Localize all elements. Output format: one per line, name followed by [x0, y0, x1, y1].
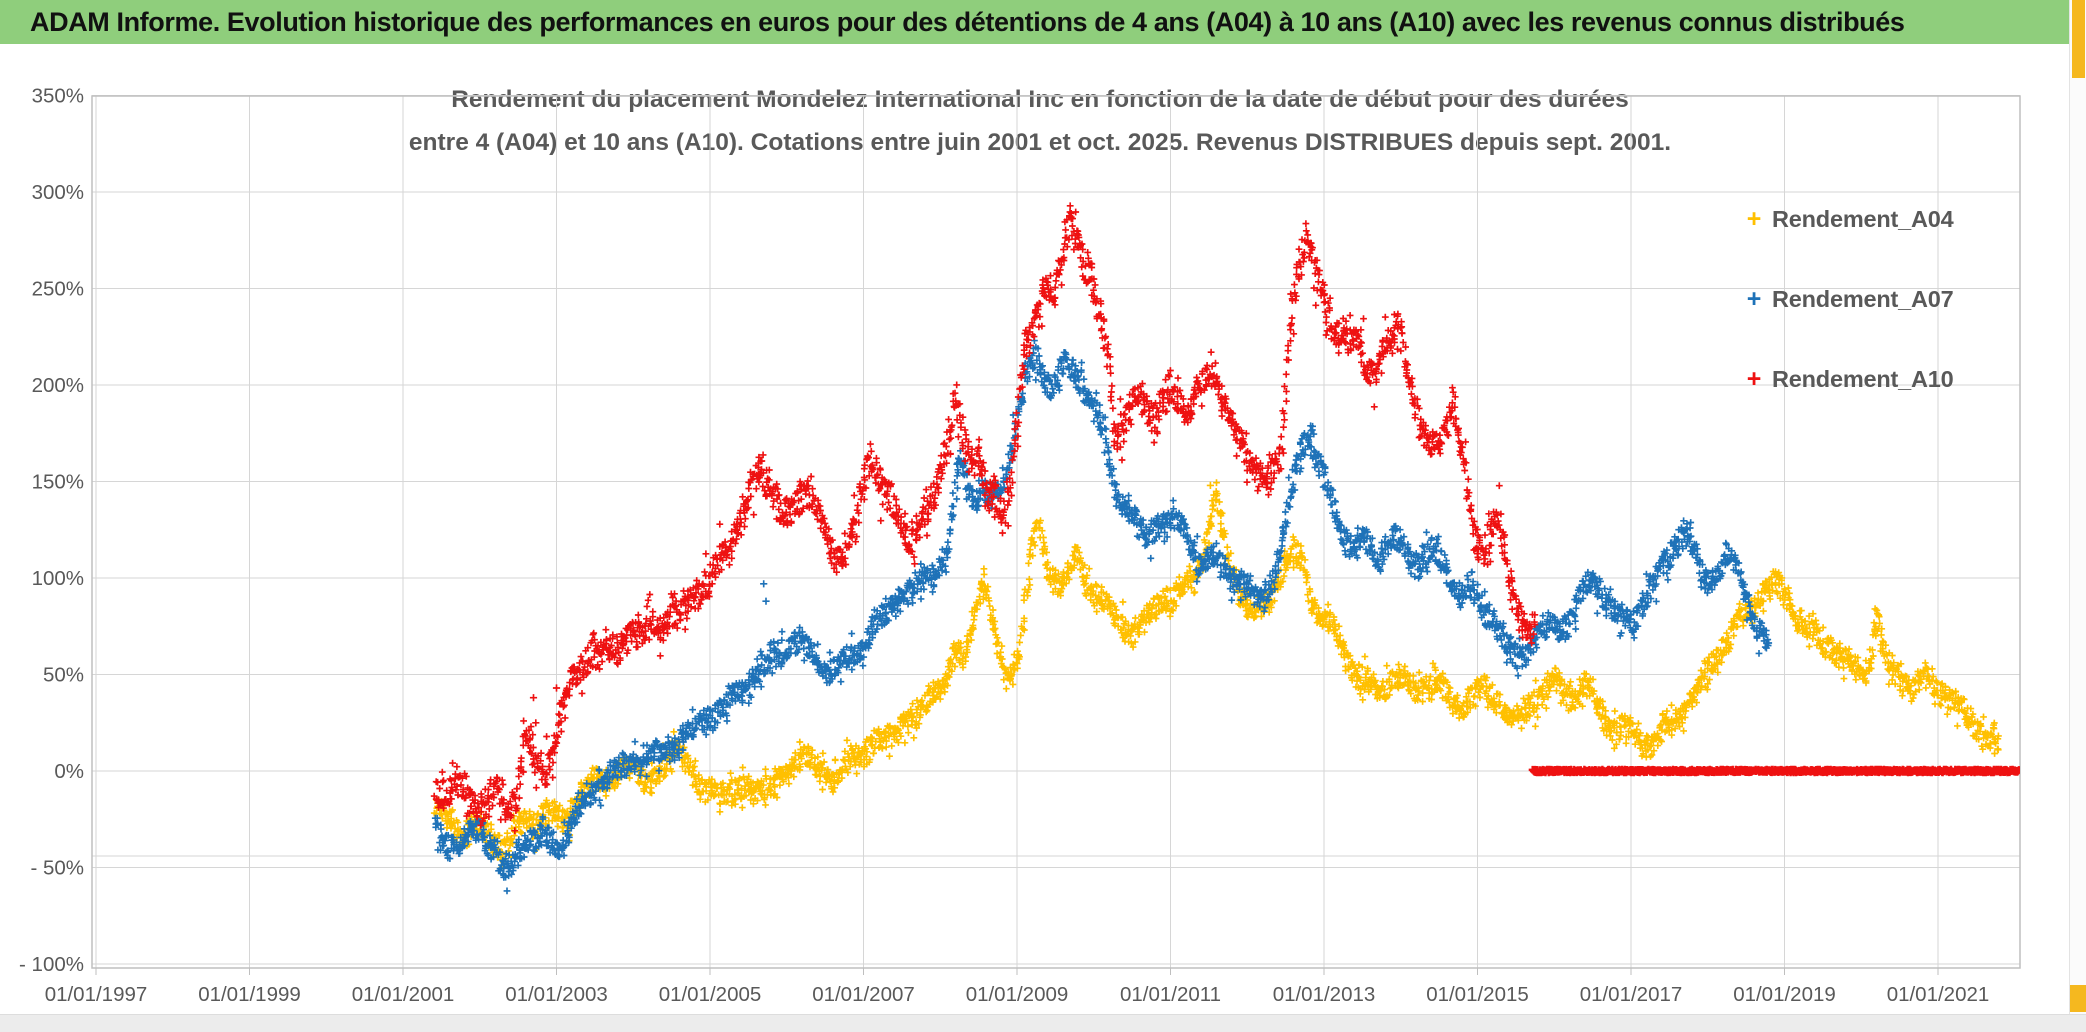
svg-text:01/01/2007: 01/01/2007 — [812, 983, 915, 1006]
x-axis-ticks — [95, 968, 1939, 975]
svg-text:01/01/2011: 01/01/2011 — [1120, 983, 1221, 1006]
svg-text:01/01/2021: 01/01/2021 — [1887, 983, 1990, 1006]
series-Rendement_A10 — [430, 202, 1539, 835]
svg-text:01/01/2009: 01/01/2009 — [966, 983, 1069, 1006]
series-Rendement_A10-zero-line — [1528, 765, 2020, 777]
svg-text:350%: 350% — [32, 85, 84, 108]
series-layer — [430, 202, 2020, 895]
right-edge-track[interactable] — [2069, 0, 2086, 1014]
svg-text:200%: 200% — [32, 374, 84, 397]
legend-item-a04[interactable]: + Rendement_A04 — [1742, 196, 1954, 242]
svg-text:01/01/2017: 01/01/2017 — [1580, 983, 1683, 1006]
y-axis-labels: 350% 300% 250% 200% 150% 100% 50% 0% - 50% - 100% — [19, 85, 84, 977]
bottom-edge-strip — [0, 1014, 2086, 1032]
svg-text:- 100%: - 100% — [19, 953, 84, 976]
legend-label: Rendement_A04 — [1772, 205, 1954, 232]
chart-title-line1: Rendement du placement Mondelez Internat… — [451, 86, 1629, 113]
svg-text:150%: 150% — [32, 471, 84, 494]
banner-title: ADAM Informe. Evolution historique des p… — [30, 7, 1905, 37]
right-edge-accent-bottom — [2070, 985, 2086, 1012]
chart-title-line2: entre 4 (A04) et 10 ans (A10). Cotations… — [408, 129, 1672, 156]
legend-item-a10[interactable]: + Rendement_A10 — [1742, 356, 1954, 402]
chart-legend: + Rendement_A04 + Rendement_A07 + Rendem… — [1742, 196, 1954, 436]
plus-marker-icon: + — [1746, 205, 1762, 233]
plus-marker-icon: + — [1746, 285, 1762, 313]
svg-text:0%: 0% — [54, 760, 84, 783]
legend-item-a07[interactable]: + Rendement_A07 — [1742, 276, 1954, 322]
svg-text:100%: 100% — [32, 567, 84, 590]
series-Rendement_A04 — [430, 479, 2002, 871]
gridlines — [92, 95, 2020, 968]
svg-text:01/01/1999: 01/01/1999 — [198, 983, 301, 1006]
svg-text:01/01/1997: 01/01/1997 — [45, 983, 148, 1006]
banner: ADAM Informe. Evolution historique des p… — [0, 0, 2070, 44]
svg-text:01/01/2003: 01/01/2003 — [505, 983, 608, 1006]
svg-text:300%: 300% — [32, 181, 84, 204]
plot-border — [91, 95, 2021, 969]
svg-text:50%: 50% — [43, 664, 84, 687]
svg-text:- 50%: - 50% — [30, 857, 84, 880]
series-Rendement_A07 — [431, 337, 1773, 895]
right-edge-accent-top — [2072, 0, 2085, 78]
svg-text:01/01/2001: 01/01/2001 — [352, 983, 455, 1006]
plus-marker-icon: + — [1746, 365, 1762, 393]
svg-text:01/01/2013: 01/01/2013 — [1273, 983, 1376, 1006]
svg-text:250%: 250% — [32, 278, 84, 301]
legend-label: Rendement_A07 — [1772, 285, 1954, 312]
chart-title: Rendement du placement Mondelez Internat… — [300, 78, 1780, 164]
svg-text:01/01/2019: 01/01/2019 — [1733, 983, 1836, 1006]
x-axis-labels: 01/01/1997 01/01/1999 01/01/2001 01/01/2003… — [45, 983, 1990, 1006]
legend-label: Rendement_A10 — [1772, 365, 1954, 392]
svg-text:01/01/2005: 01/01/2005 — [659, 983, 762, 1006]
svg-text:01/01/2015: 01/01/2015 — [1426, 983, 1529, 1006]
